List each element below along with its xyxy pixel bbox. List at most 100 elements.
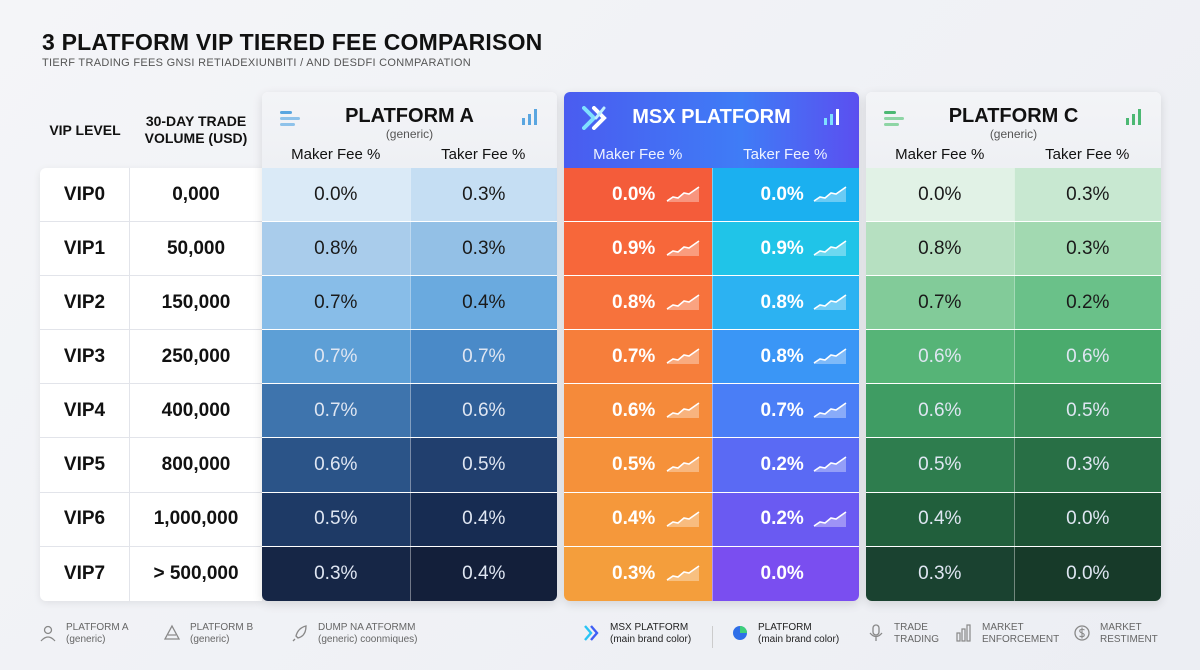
platform-a-maker-fee-value: 0.7% [314, 399, 358, 421]
legend-label: PLATFORM B [190, 622, 254, 633]
platform-c-maker-fee-value: 0.6% [918, 399, 962, 421]
legend-item: DUMP NA ATFORMM (generic) coonmiques) [292, 622, 418, 647]
platform-a-taker-fee-cell: 0.4% [409, 546, 557, 601]
legend-item: MSX PLATFORM (main brand color) [584, 622, 691, 647]
platform-c-taker-fee-cell: 0.3% [1013, 222, 1161, 276]
table-row: 0.3% 0.0% [564, 546, 859, 601]
msx-taker-fee-value: 0.2% [760, 454, 804, 476]
table-row: VIP5 800,000 [40, 438, 262, 493]
platform-c-taker-fee-cell: 0.0% [1013, 546, 1161, 601]
msx-taker-fee-cell: 0.2% [711, 438, 859, 492]
platform-a-maker-fee-value: 0.3% [314, 562, 358, 584]
platform-a-maker-fee-cell: 0.6% [262, 438, 410, 492]
legend-item: MARKET ENFORCEMENT [956, 622, 1059, 647]
microphone-icon [868, 622, 894, 647]
platform-c-taker-fee-cell: 0.6% [1013, 330, 1161, 384]
legend-label: MSX PLATFORM [610, 622, 689, 633]
msx-platform-panel: MSX PLATFORM Maker Fee % Taker Fee % 0.0… [564, 92, 859, 601]
lines-icon [884, 111, 904, 126]
sparkline-icon [666, 402, 699, 419]
table-row: VIP3 250,000 [40, 330, 262, 385]
msx-maker-fee-cell: 0.7% [564, 330, 712, 384]
legend-item: PLATFORM (main brand color) [732, 622, 839, 647]
platform-c-maker-fee-value: 0.8% [918, 237, 962, 259]
vip-level-cell: VIP1 [40, 222, 130, 276]
legend-sublabel: RESTIMENT [1100, 634, 1158, 645]
platform-c-taker-fee-value: 0.3% [1066, 237, 1110, 259]
table-row: 0.6% 0.5% [262, 438, 557, 493]
pie-icon [732, 622, 758, 647]
sparkline-icon [813, 186, 847, 202]
legend-sublabel: ENFORCEMENT [982, 634, 1060, 645]
msx-taker-fee-value: 0.8% [760, 345, 804, 367]
platform-c-generic: (generic) [989, 127, 1038, 141]
legend-sublabel: TRADING [894, 634, 939, 645]
platform-c-taker-fee-value: 0.0% [1066, 562, 1110, 584]
msx-maker-fee-value: 0.7% [612, 345, 656, 367]
legend-item: PLATFORM B (generic) [163, 622, 254, 647]
platform-a-taker-fee-cell: 0.4% [409, 276, 557, 330]
msx-taker-fee-value: 0.7% [760, 399, 804, 421]
legend-sublabel: (main brand color) [758, 634, 840, 645]
user-icon [40, 622, 66, 647]
msx-taker-fee-value: 0.0% [760, 183, 804, 205]
platform-c-maker-fee-cell: 0.6% [866, 330, 1014, 384]
platform-c-maker-fee-value: 0.0% [918, 183, 962, 205]
table-row: VIP7 > 500,000 [40, 546, 262, 601]
msx-maker-fee-cell: 0.3% [564, 546, 712, 601]
platform-c-maker-fee-cell: 0.4% [866, 492, 1014, 546]
platform-a-name: PLATFORM A [345, 105, 474, 127]
platform-c-maker-fee-value: 0.5% [918, 454, 962, 476]
platform-a-maker-fee-cell: 0.8% [262, 222, 410, 276]
msx-maker-fee-value: 0.5% [612, 454, 656, 476]
legend-label: PLATFORM A [66, 622, 129, 633]
msx-taker-fee-cell: 0.0% [711, 546, 859, 601]
volume-header: 30-DAY TRADE VOLUME (USD) [144, 113, 248, 146]
bar-chart-icon [956, 622, 982, 647]
msx-maker-fee-value: 0.0% [612, 183, 656, 205]
platform-c-taker-fee-value: 0.3% [1066, 454, 1110, 476]
legend-sublabel: (generic) coonmiques) [318, 634, 418, 645]
platform-a-taker-fee-value: 0.4% [462, 508, 506, 530]
volume-cell: 800,000 [161, 454, 231, 476]
table-row: 0.4% 0.0% [866, 492, 1161, 547]
left-header: VIP LEVEL 30-DAY TRADE VOLUME (USD) [40, 92, 262, 168]
msx-maker-fee-cell: 0.4% [564, 492, 712, 546]
msx-maker-header: Maker Fee % [593, 146, 683, 163]
legend-item: TRADE TRADING [868, 622, 939, 647]
volume-cell: 250,000 [161, 345, 231, 367]
msx-maker-fee-cell: 0.6% [564, 384, 712, 438]
bar-chart-icon [824, 109, 839, 125]
msx-taker-fee-value: 0.8% [760, 291, 804, 313]
volume-cell: > 500,000 [153, 562, 239, 584]
volume-cell: 0,000 [172, 183, 220, 205]
legend-sublabel: (generic) [190, 634, 230, 645]
sparkline-icon [813, 402, 847, 419]
table-row: 0.7% 0.4% [262, 276, 557, 331]
platform-a-taker-header: Taker Fee % [441, 146, 526, 163]
table-row: VIP2 150,000 [40, 276, 262, 331]
table-row: 0.0% 0.3% [866, 168, 1161, 223]
vip-level-cell: VIP7 [40, 546, 130, 601]
vip-level-header: VIP LEVEL [49, 121, 121, 138]
volume-cell: 150,000 [161, 291, 231, 313]
platform-a-maker-fee-cell: 0.7% [262, 384, 410, 438]
table-row: 0.6% 0.7% [564, 384, 859, 439]
msx-taker-fee-cell: 0.7% [711, 384, 859, 438]
platform-a-taker-fee-value: 0.5% [462, 454, 506, 476]
msx-logo-icon [582, 106, 607, 130]
bar-chart-icon [1126, 109, 1141, 125]
platform-c-maker-fee-cell: 0.0% [866, 168, 1014, 222]
rocket-icon [292, 622, 318, 647]
msx-taker-fee-cell: 0.0% [711, 168, 859, 222]
platform-c-maker-fee-cell: 0.6% [866, 384, 1014, 438]
volume-cell: 1,000,000 [153, 508, 239, 530]
platform-c-maker-fee-value: 0.7% [918, 291, 962, 313]
platform-a-maker-fee-value: 0.8% [314, 237, 358, 259]
platform-c-maker-fee-value: 0.6% [918, 345, 962, 367]
platform-c-taker-fee-cell: 0.0% [1013, 492, 1161, 546]
platform-c-maker-fee-value: 0.3% [918, 562, 962, 584]
platform-c-panel: PLATFORM C (generic) Maker Fee % Taker F… [866, 92, 1161, 601]
legend-label: MARKET [1100, 622, 1142, 633]
platform-a-maker-fee-cell: 0.0% [262, 168, 410, 222]
